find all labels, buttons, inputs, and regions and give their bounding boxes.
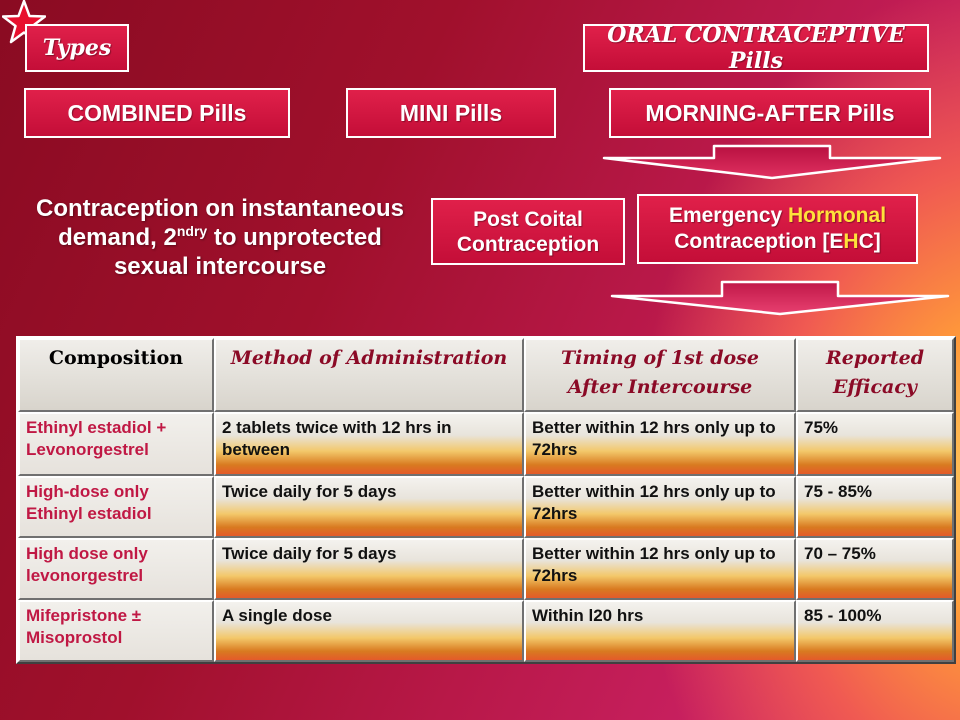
post-coital-line2: Contraception xyxy=(456,232,600,256)
cell-method: Twice daily for 5 days xyxy=(214,476,524,538)
cell-composition: High-dose only Ethinyl estadiol xyxy=(18,476,214,538)
ehc-highlight: Hormonal xyxy=(788,204,887,227)
ehc-table: Composition Method of Administration Tim… xyxy=(16,336,956,664)
post-coital-line1: Post Coital xyxy=(473,207,583,231)
cell-composition: Ethinyl estadiol + Levonorgestrel xyxy=(18,412,214,476)
description-line2-a: demand, 2 xyxy=(58,224,177,251)
mini-pills-label: MINI Pills xyxy=(399,99,503,126)
description-text: Contraception on instantaneous demand, 2… xyxy=(18,194,422,281)
morning-after-pills-box: MORNING-AFTER Pills xyxy=(609,88,931,138)
mini-pills-box: MINI Pills xyxy=(346,88,556,138)
cell-method: Twice daily for 5 days xyxy=(214,538,524,600)
cell-composition: Mifepristone ± Misoprostol xyxy=(18,600,214,662)
table-row: High-dose only Ethinyl estadiol Twice da… xyxy=(18,476,954,538)
ehc-box: Emergency Hormonal Contraception [EHC] xyxy=(637,194,918,264)
table-row: High dose only levonorgestrel Twice dail… xyxy=(18,538,954,600)
down-arrow-icon xyxy=(602,144,942,180)
description-line2: demand, 2ndry to unprotected xyxy=(18,223,422,252)
table-header-row: Composition Method of Administration Tim… xyxy=(18,338,954,412)
types-label: Types xyxy=(25,24,129,72)
page-title: ORAL CONTRACEPTIVE Pills xyxy=(583,22,929,74)
cell-efficacy: 85 - 100% xyxy=(796,600,954,662)
cell-efficacy: 75 - 85% xyxy=(796,476,954,538)
description-line3: sexual intercourse xyxy=(113,253,327,280)
ehc-line2-h: H xyxy=(843,230,859,253)
ehc-line2-b: C] xyxy=(858,230,881,253)
cell-efficacy: 70 – 75% xyxy=(796,538,954,600)
page-title-text: ORAL CONTRACEPTIVE Pills xyxy=(607,22,905,74)
ehc-line2: Contraception [EHC] xyxy=(674,229,881,255)
ehc-line2-a: Contraception [E xyxy=(674,230,844,253)
description-line1: Contraception on instantaneous xyxy=(35,195,404,222)
cell-method: A single dose xyxy=(214,600,524,662)
ehc-line1-a: Emergency xyxy=(668,204,789,227)
cell-timing: Better within 12 hrs only up to 72hrs xyxy=(524,538,796,600)
cell-method: 2 tablets twice with 12 hrs in between xyxy=(214,412,524,476)
table-row: Mifepristone ± Misoprostol A single dose… xyxy=(18,600,954,662)
cell-composition: High dose only levonorgestrel xyxy=(18,538,214,600)
header-timing: Timing of 1st dose After Intercourse xyxy=(524,338,796,412)
cell-timing: Within l20 hrs xyxy=(524,600,796,662)
cell-efficacy: 75% xyxy=(796,412,954,476)
down-arrow-icon-2 xyxy=(610,280,950,316)
combined-pills-label: COMBINED Pills xyxy=(67,99,247,126)
header-efficacy: Reported Efficacy xyxy=(796,338,954,412)
cell-timing: Better within 12 hrs only up to 72hrs xyxy=(524,412,796,476)
header-composition: Composition xyxy=(18,338,214,412)
table-row: Ethinyl estadiol + Levonorgestrel 2 tabl… xyxy=(18,412,954,476)
ehc-line1: Emergency Hormonal xyxy=(669,203,886,229)
cell-timing: Better within 12 hrs only up to 72hrs xyxy=(524,476,796,538)
header-method: Method of Administration xyxy=(214,338,524,412)
types-label-text: Types xyxy=(42,35,112,61)
post-coital-box: Post Coital Contraception xyxy=(431,198,625,265)
description-line2-b: to unprotected xyxy=(207,224,382,251)
star-icon xyxy=(2,0,46,44)
combined-pills-box: COMBINED Pills xyxy=(24,88,290,138)
description-line2-sup: ndry xyxy=(176,223,208,239)
morning-after-pills-label: MORNING-AFTER Pills xyxy=(645,99,895,126)
